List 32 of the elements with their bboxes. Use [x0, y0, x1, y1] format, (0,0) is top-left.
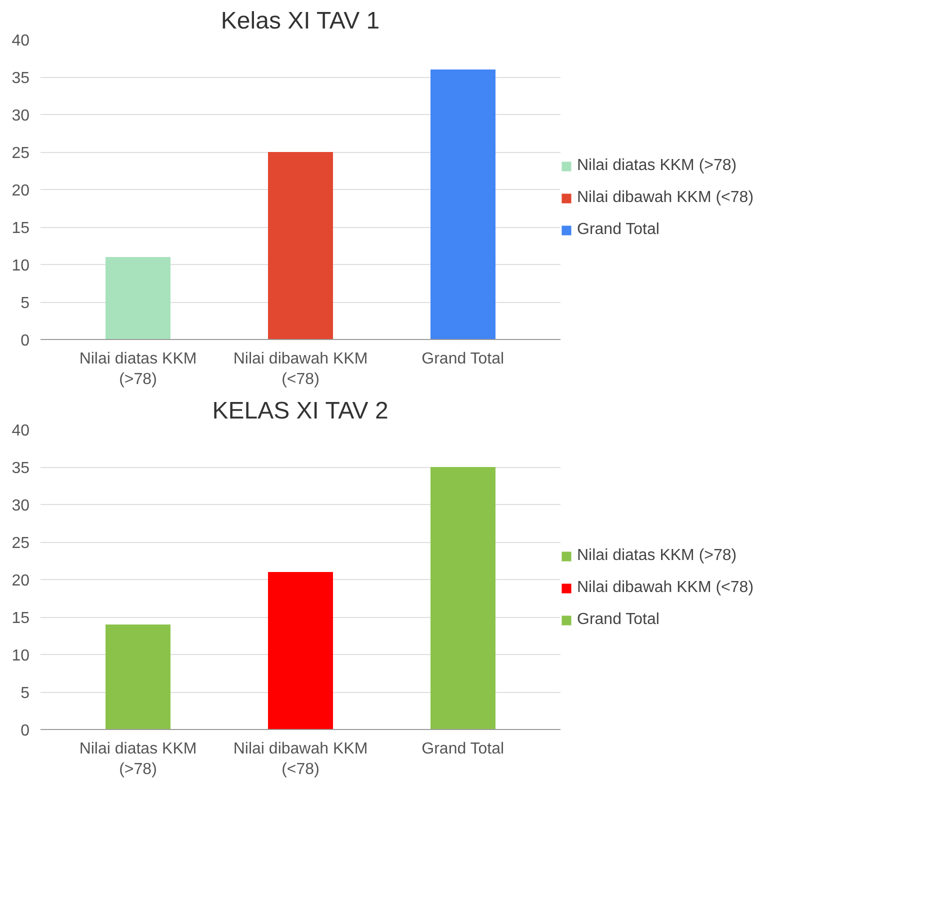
legend-label: Nilai dibawah KKM (<78): [577, 189, 754, 207]
x-tick-label: Nilai dibawah KKM (<78): [233, 350, 368, 388]
legend-label: Nilai diatas KKM (>78): [577, 157, 737, 175]
legend-label: Nilai diatas KKM (>78): [577, 547, 737, 565]
chart-title: Kelas XI TAV 1: [220, 8, 380, 34]
y-tick-label: 10: [12, 648, 30, 664]
y-tick-label: 35: [12, 460, 30, 477]
y-tick-label: 5: [20, 685, 30, 702]
y-tick-label: 30: [12, 498, 30, 514]
legend-label: Grand Total: [577, 611, 660, 629]
y-tick-label: 40: [12, 422, 30, 440]
x-tick-label: Nilai diatas KKM (>78): [79, 350, 197, 388]
y-tick-label: 0: [20, 332, 30, 350]
x-tick-label: Grand Total: [422, 350, 504, 368]
legend-label: Grand Total: [577, 221, 660, 239]
y-tick-label: 30: [12, 108, 30, 124]
x-tick-label: Grand Total: [422, 740, 504, 758]
x-tick-label: Nilai diatas KKM (>78): [79, 740, 197, 778]
y-tick-label: 5: [20, 295, 30, 312]
y-tick-label: 15: [12, 610, 30, 627]
y-tick-label: 0: [20, 722, 30, 740]
y-tick-label: 40: [12, 32, 30, 50]
chart-title: KELAS XI TAV 2: [212, 398, 388, 424]
y-tick-label: 35: [12, 70, 30, 87]
y-tick-label: 15: [12, 220, 30, 237]
y-tick-label: 25: [12, 145, 30, 162]
legend-label: Nilai dibawah KKM (<78): [577, 579, 754, 597]
y-tick-label: 10: [12, 258, 30, 274]
y-tick-label: 20: [12, 182, 30, 200]
x-tick-label: Nilai dibawah KKM (<78): [233, 740, 368, 778]
y-tick-label: 20: [12, 572, 30, 590]
y-tick-label: 25: [12, 535, 30, 552]
